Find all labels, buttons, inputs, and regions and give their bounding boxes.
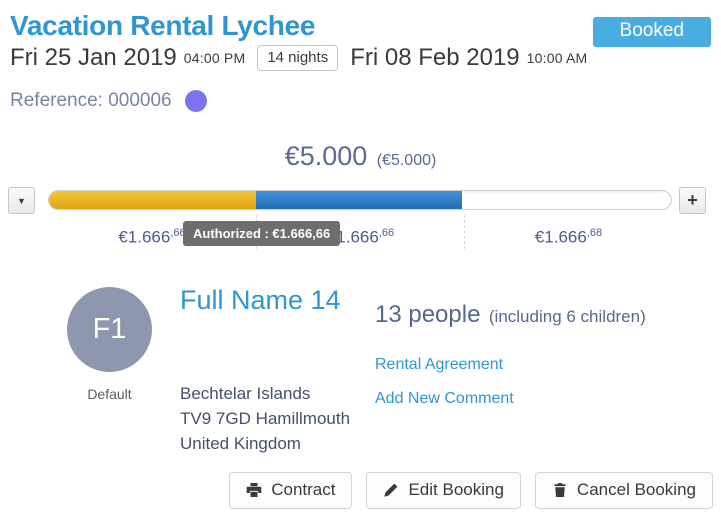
guest-address: Bechtelar Islands TV9 7GD Hamillmouth Un…: [180, 381, 350, 456]
guest-count: 13 people (including 6 children): [375, 301, 646, 329]
guest-default-tag: Default: [87, 386, 132, 402]
authorized-tooltip: Authorized : €1.666,66: [183, 221, 341, 246]
reference-label: Reference: 000006: [10, 90, 172, 111]
people-count: 13 people: [375, 301, 481, 328]
checkin-time: 04:00 PM: [183, 50, 246, 66]
add-comment-link[interactable]: Add New Comment: [375, 390, 514, 407]
reference-row: Reference: 000006: [10, 90, 207, 112]
children-count: (including 6 children): [488, 307, 646, 326]
status-badge: Booked: [592, 17, 711, 47]
edit-booking-button-label: Edit Booking: [408, 480, 504, 499]
cancel-booking-button[interactable]: Cancel Booking: [534, 472, 713, 509]
booking-dates: Fri 25 Jan 2019 04:00 PM 14 nights Fri 0…: [10, 44, 587, 72]
checkout-time: 10:00 AM: [526, 50, 588, 66]
total-amount: €5.000: [284, 141, 368, 171]
rental-agreement-link[interactable]: Rental Agreement: [375, 356, 504, 373]
address-line: TV9 7GD Hamillmouth: [180, 409, 351, 428]
checkout-date: Fri 08 Feb 2019: [350, 44, 520, 71]
bar-segment-authorized: [49, 191, 256, 209]
installment-amount-3[interactable]: €1.666,68: [463, 215, 672, 249]
nights-badge: 14 nights: [257, 45, 339, 71]
trash-icon: [552, 482, 568, 498]
total-amount-secondary: (€5.000): [376, 152, 437, 169]
printer-icon: [246, 482, 262, 498]
installment-labels: €1.666,66 €1.666,66 €1.666,68: [48, 215, 672, 249]
guest-avatar[interactable]: F1: [67, 287, 152, 372]
payment-progress-bar[interactable]: [48, 190, 672, 210]
contract-button[interactable]: Contract: [229, 472, 353, 509]
checkin-date: Fri 25 Jan 2019: [10, 44, 177, 71]
address-line: United Kingdom: [180, 434, 301, 453]
decrease-installments-button[interactable]: ▼: [8, 187, 35, 214]
action-buttons: Contract Edit Booking Cancel Booking: [229, 472, 713, 509]
contract-button-label: Contract: [271, 480, 336, 499]
address-line: Bechtelar Islands: [180, 384, 311, 403]
color-tag-dot[interactable]: [184, 90, 207, 112]
bar-segment-paid: [255, 191, 462, 209]
cancel-booking-button-label: Cancel Booking: [576, 480, 696, 499]
guest-name-link[interactable]: Full Name 14: [180, 285, 341, 315]
pencil-icon: [383, 482, 399, 498]
payment-total: €5.000 (€5.000): [0, 141, 721, 172]
installment-amount-1[interactable]: €1.666,66: [118, 227, 186, 247]
edit-booking-button[interactable]: Edit Booking: [366, 472, 521, 509]
page-title: Vacation Rental Lychee: [10, 10, 316, 41]
increase-installments-button[interactable]: +: [679, 187, 706, 214]
